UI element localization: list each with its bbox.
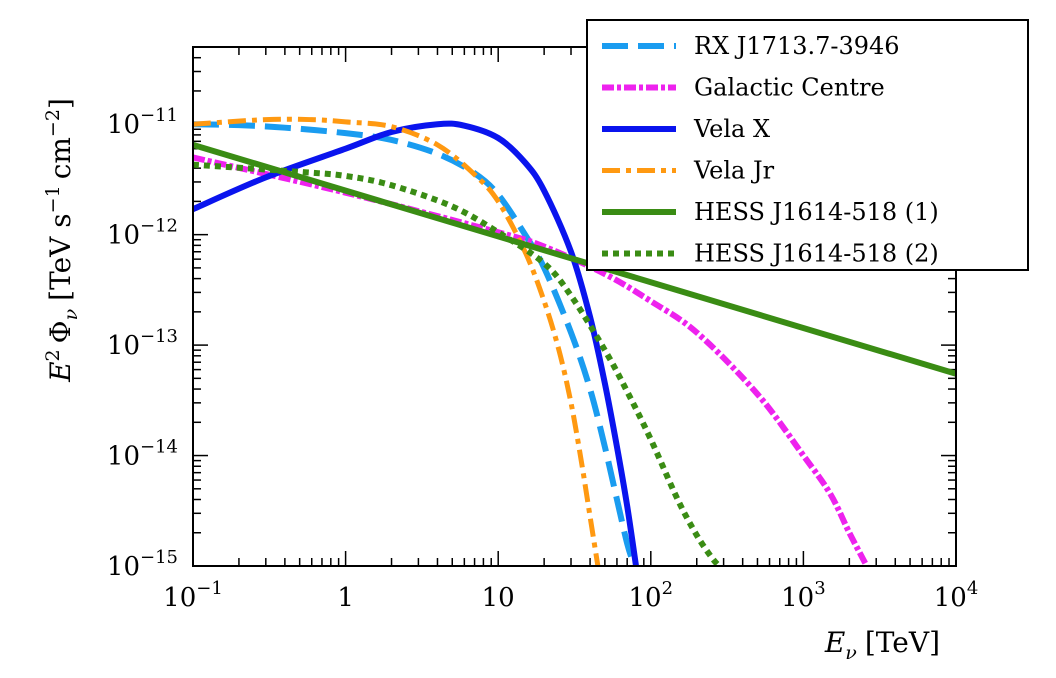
y-axis-unit-a: [TeV s — [44, 213, 77, 301]
y-tick-exp: −14 — [140, 437, 178, 458]
series-line-hess-j1614-518-2 — [193, 161, 722, 566]
series-line-vela-x — [193, 120, 639, 566]
y-tick-label: 10−11 — [107, 105, 178, 140]
y-tick-label: 10−12 — [107, 216, 178, 251]
y-axis-exp-a: −1 — [42, 185, 64, 213]
y-tick-base: 10 — [107, 442, 140, 472]
y-axis-sup: 2 — [42, 349, 64, 361]
x-tick-label: 104 — [934, 578, 979, 613]
series-group — [193, 116, 956, 566]
y-tick-exp: −11 — [140, 105, 178, 126]
x-tick-label: 102 — [629, 578, 674, 613]
series-line-rx-j1713-7-3946 — [193, 121, 638, 566]
y-axis-unit-c: ] — [44, 98, 77, 109]
legend: RX J1713.7-3946 Galactic Centre Vela X Vela… — [586, 19, 1029, 271]
y-tick-label: 10−15 — [107, 547, 178, 582]
x-tick-base: 10 — [781, 583, 814, 613]
y-tick-label: 10−14 — [107, 437, 178, 472]
x-tick-labels: 10−1 1 10 102 103 104 — [163, 578, 978, 613]
x-tick-exp: 3 — [814, 578, 825, 599]
y-tick-label: 10−13 — [107, 326, 178, 361]
legend-label: RX J1713.7-3946 — [694, 32, 900, 60]
x-tick-label: 10 — [482, 583, 515, 613]
y-axis-phi: Φ — [44, 320, 77, 343]
legend-label: Galactic Centre — [694, 74, 885, 102]
y-tick-base: 10 — [107, 331, 140, 361]
y-tick-base: 10 — [107, 110, 140, 140]
x-axis-unit: [TeV] — [865, 626, 940, 659]
legend-box — [586, 19, 1029, 271]
legend-label: Vela Jr — [693, 157, 775, 185]
y-axis-label: E2 Φν [TeV s−1 cm−2] — [42, 98, 82, 383]
plot-frame — [192, 46, 957, 567]
series-line-hess-j1614-518-1 — [193, 141, 956, 377]
y-axis-symbol: E — [44, 361, 77, 382]
y-tick-base: 10 — [107, 552, 140, 582]
x-tick-label: 1 — [337, 583, 354, 613]
x-axis-subscript: ν — [845, 642, 857, 664]
y-axis-exp-b: −2 — [42, 109, 64, 137]
x-axis-label: Eν [TeV] — [824, 626, 940, 664]
y-axis-unit-b: cm — [44, 137, 77, 179]
y-tick-exp: −12 — [140, 216, 178, 237]
series-line-vela-jr — [193, 116, 601, 566]
x-axis-symbol: E — [824, 626, 845, 659]
legend-label: HESS J1614-518 (2) — [694, 240, 939, 268]
x-tick-base: 10 — [163, 583, 196, 613]
legend-label: HESS J1614-518 (1) — [694, 198, 939, 226]
x-tick-exp: −1 — [196, 578, 223, 599]
y-tick-exp: −13 — [140, 326, 178, 347]
x-tick-base: 10 — [934, 583, 967, 613]
x-tick-label: 10−1 — [163, 578, 223, 613]
y-tick-base: 10 — [107, 221, 140, 251]
x-tick-exp: 2 — [662, 578, 673, 599]
x-tick-label: 103 — [781, 578, 826, 613]
x-tick-base: 10 — [629, 583, 662, 613]
x-tick-base: 1 — [337, 583, 354, 613]
x-tick-base: 10 — [482, 583, 515, 613]
y-axis-sub: ν — [60, 308, 82, 320]
y-tick-exp: −15 — [140, 547, 178, 568]
series-line-galactic-centre — [193, 154, 870, 566]
legend-label: Vela X — [693, 115, 770, 143]
x-tick-exp: 4 — [967, 578, 978, 599]
